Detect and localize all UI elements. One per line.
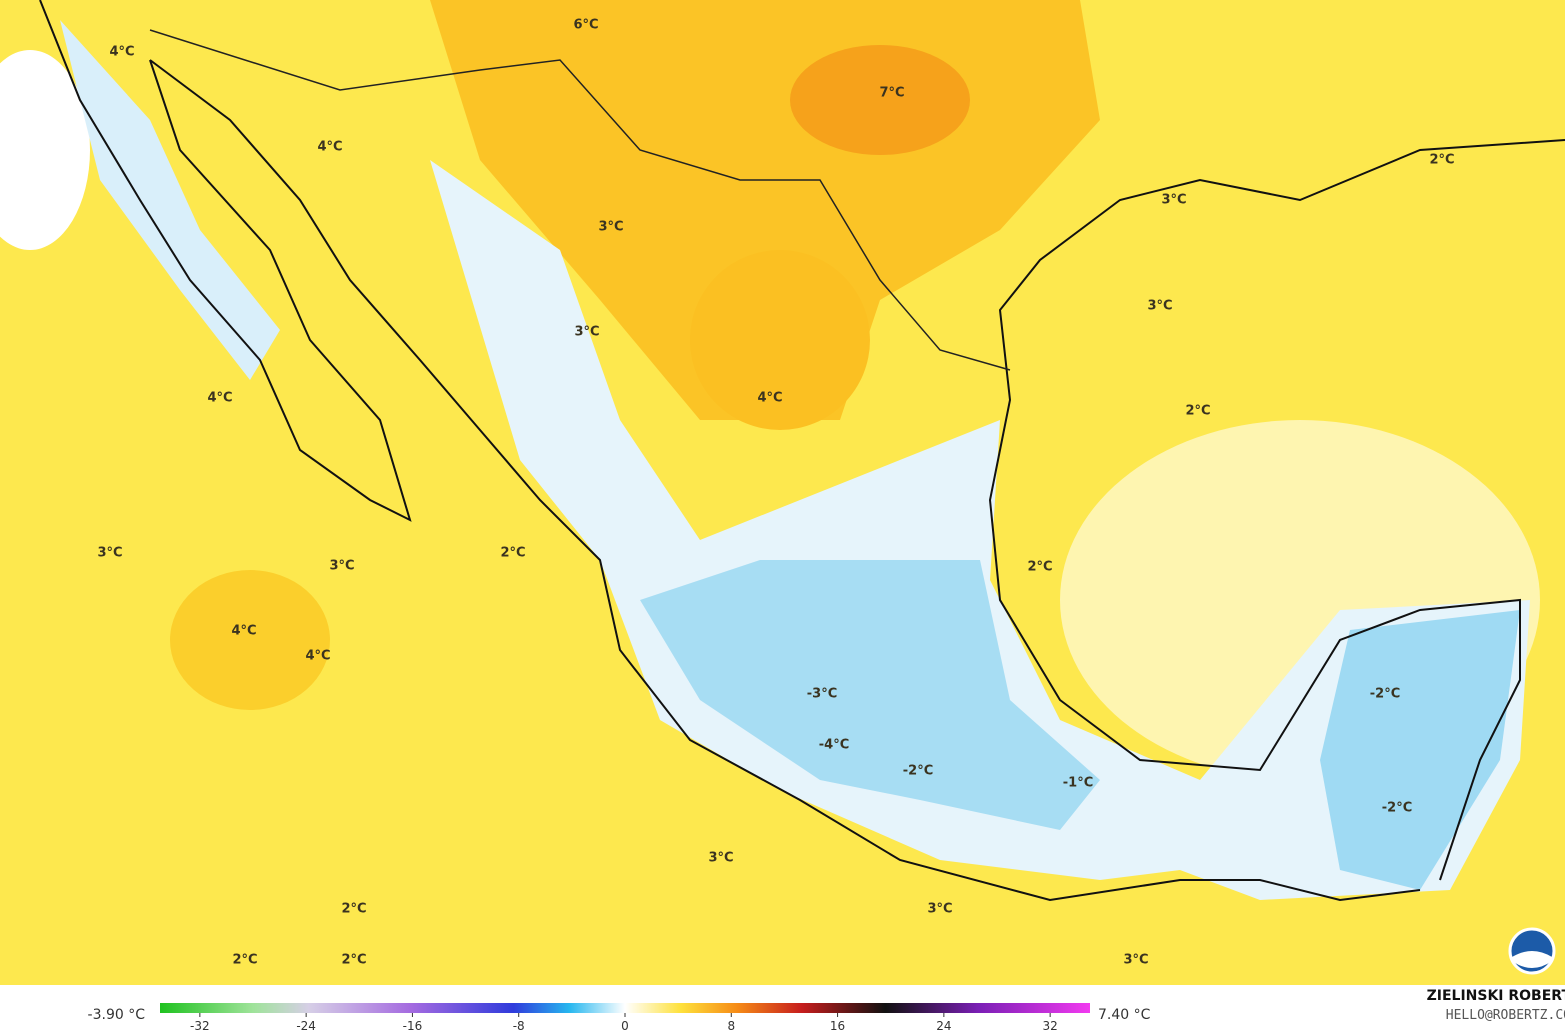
temp-label: 3°C: [927, 901, 953, 917]
temp-label: 2°C: [1185, 403, 1211, 419]
tick-label: -32: [190, 1019, 210, 1033]
temp-label: -2°C: [1369, 686, 1401, 702]
temp-label: 4°C: [231, 623, 257, 639]
temp-label: 2°C: [341, 901, 367, 917]
temp-label: 2°C: [1429, 152, 1455, 168]
temp-label: -4°C: [818, 737, 850, 753]
temp-label: 4°C: [317, 139, 343, 155]
tick-label: 0: [621, 1019, 629, 1033]
temp-label: 4°C: [757, 390, 783, 406]
credit-email: HELLO@ROBERTZ.CO: [1445, 1008, 1565, 1023]
temp-label: 6°C: [573, 17, 599, 33]
temp-label: 2°C: [500, 545, 526, 561]
tick-label: 16: [830, 1019, 845, 1033]
temp-label: 3°C: [1147, 298, 1173, 314]
temp-label: 3°C: [708, 850, 734, 866]
noaa-logo: [1508, 927, 1556, 975]
temp-label: 4°C: [305, 648, 331, 664]
temp-label: -3°C: [806, 686, 838, 702]
temp-label: 3°C: [97, 545, 123, 561]
tick-label: 24: [936, 1019, 951, 1033]
temp-label: 3°C: [1123, 952, 1149, 968]
temp-label: 3°C: [329, 558, 355, 574]
temp-label: 3°C: [1161, 192, 1187, 208]
max-label: 7.40 °C: [1098, 1007, 1151, 1023]
credit-name: ZIELINSKI ROBERT: [1426, 988, 1565, 1004]
colorbar: -3.90 °C 7.40 °C -32 -24 -16 -8 0 8 16 24 32: [88, 1003, 1151, 1033]
temp-label: 4°C: [207, 390, 233, 406]
temp-label: 4°C: [109, 44, 135, 60]
temp-label: -1°C: [1062, 775, 1094, 791]
map: 6°C 4°C 7°C 4°C 2°C 3°C 3°C 3°C 3°C 4°C …: [0, 0, 1565, 985]
tick-label: -16: [403, 1019, 423, 1033]
tick-label: -8: [513, 1019, 525, 1033]
min-label: -3.90 °C: [88, 1007, 146, 1023]
temp-label: 2°C: [341, 952, 367, 968]
temp-label: 7°C: [879, 85, 905, 101]
tick-label: 32: [1043, 1019, 1058, 1033]
temp-label: 3°C: [574, 324, 600, 340]
tick-label: -24: [296, 1019, 316, 1033]
map-background: [0, 0, 1565, 985]
temp-label: -2°C: [902, 763, 934, 779]
colorbar-gradient: [160, 1003, 1090, 1013]
tick-label: 8: [727, 1019, 735, 1033]
temp-label: 2°C: [1027, 559, 1053, 575]
temp-label: 2°C: [232, 952, 258, 968]
temp-label: 3°C: [598, 219, 624, 235]
temp-label: -2°C: [1381, 800, 1413, 816]
